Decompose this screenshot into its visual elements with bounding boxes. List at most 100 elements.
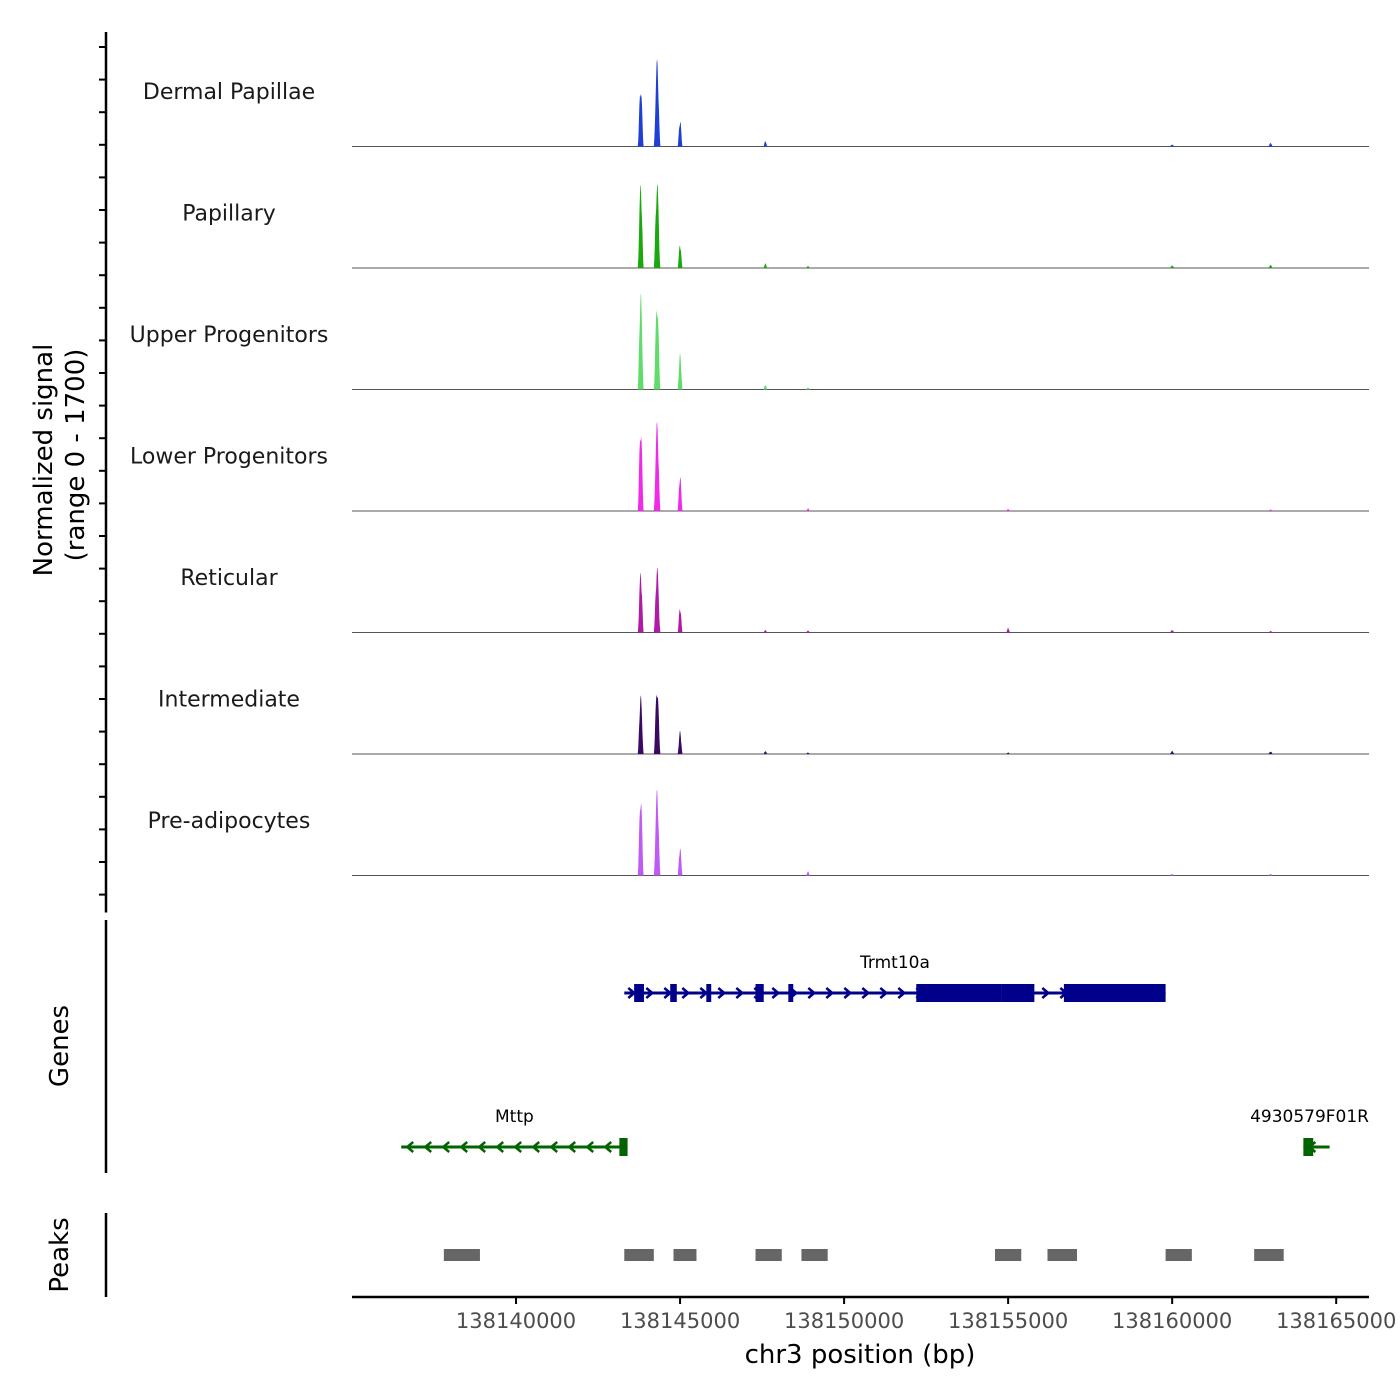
track-upper-progenitors: Upper Progenitors bbox=[130, 293, 1369, 390]
signal-peak bbox=[637, 695, 644, 754]
strand-arrow bbox=[549, 1141, 559, 1153]
strand-arrow bbox=[513, 1141, 523, 1153]
signal-peak bbox=[806, 752, 810, 754]
track-label: Intermediate bbox=[158, 688, 300, 713]
signal-peak bbox=[653, 568, 661, 633]
signal-peak bbox=[653, 184, 661, 268]
gene-label: Mttp bbox=[495, 1107, 534, 1127]
track-intermediate: Intermediate bbox=[158, 688, 1369, 755]
strand-arrow bbox=[699, 987, 709, 999]
x-tick-label: 138165000 bbox=[1276, 1309, 1396, 1333]
gene-exon bbox=[634, 984, 644, 1002]
signal-peak bbox=[653, 59, 661, 147]
strand-arrow bbox=[825, 987, 835, 999]
gene-exon bbox=[619, 1138, 628, 1156]
signal-peak bbox=[1169, 750, 1175, 754]
x-tick-label: 138160000 bbox=[1112, 1309, 1232, 1333]
gene-exon bbox=[706, 984, 712, 1002]
signal-axis-ticks bbox=[99, 46, 106, 896]
strand-arrow bbox=[645, 987, 655, 999]
strand-arrow bbox=[585, 1141, 595, 1153]
track-label: Dermal Papillae bbox=[143, 80, 315, 105]
signal-peak bbox=[653, 421, 661, 511]
peaks-panel: Peaks bbox=[45, 1213, 1284, 1297]
signal-peak bbox=[1268, 509, 1273, 511]
y-axis-label-line2: (range 0 - 1700) bbox=[61, 349, 91, 562]
gene-exon bbox=[670, 984, 677, 1002]
signal-peak bbox=[637, 293, 644, 390]
gene-models: Trmt10a Mttp 4930579F01R bbox=[401, 953, 1369, 1156]
peaks-axis-label: Peaks bbox=[45, 1217, 75, 1292]
gene-exon bbox=[1303, 1138, 1314, 1156]
track-dermal-papillae: Dermal Papillae bbox=[143, 59, 1369, 147]
signal-peak bbox=[763, 385, 768, 390]
strand-arrow bbox=[807, 987, 817, 999]
peak-region bbox=[1165, 1249, 1192, 1261]
peak-region bbox=[443, 1249, 480, 1261]
signal-peak bbox=[677, 353, 683, 390]
gene-exon bbox=[1063, 984, 1166, 1002]
signal-peak bbox=[677, 121, 683, 147]
strand-arrow bbox=[495, 1141, 505, 1153]
strand-arrow bbox=[531, 1141, 541, 1153]
peak-region bbox=[801, 1249, 828, 1261]
strand-arrow bbox=[843, 987, 853, 999]
strand-arrow bbox=[405, 1141, 415, 1153]
gene-4930579f01rik: 4930579F01R bbox=[1250, 1107, 1369, 1156]
strand-arrow bbox=[681, 987, 691, 999]
gene-exon bbox=[755, 984, 764, 1002]
signal-peak bbox=[677, 477, 683, 511]
strand-arrow bbox=[441, 1141, 451, 1153]
signal-peak bbox=[637, 573, 644, 633]
x-tick-label: 138155000 bbox=[948, 1309, 1068, 1333]
peak-region bbox=[673, 1249, 697, 1261]
signal-peak bbox=[1006, 627, 1011, 633]
signal-peak bbox=[806, 508, 810, 511]
peak-region bbox=[755, 1249, 782, 1261]
signal-y-axis bbox=[99, 32, 108, 913]
strand-arrow bbox=[423, 1141, 433, 1153]
track-label: Upper Progenitors bbox=[130, 323, 329, 348]
signal-peak bbox=[677, 245, 683, 268]
signal-peak bbox=[637, 436, 644, 511]
signal-peak bbox=[653, 694, 661, 754]
signal-peak bbox=[1268, 874, 1273, 876]
signal-peak bbox=[1006, 752, 1011, 754]
peak-regions bbox=[443, 1249, 1284, 1261]
signal-peak bbox=[1268, 265, 1273, 268]
signal-peak bbox=[677, 609, 683, 633]
track-label: Pre-adipocytes bbox=[148, 809, 311, 834]
peak-region bbox=[1047, 1249, 1078, 1261]
signal-peak bbox=[806, 266, 810, 268]
signal-peak bbox=[653, 310, 661, 390]
signal-peak bbox=[806, 630, 810, 633]
gene-label: 4930579F01R bbox=[1250, 1107, 1369, 1127]
signal-peak bbox=[1268, 631, 1273, 633]
x-tick-label: 138145000 bbox=[620, 1309, 740, 1333]
signal-peak bbox=[653, 789, 661, 876]
signal-peak bbox=[677, 730, 683, 754]
x-tick-label: 138140000 bbox=[456, 1309, 576, 1333]
signal-peak bbox=[1169, 874, 1175, 876]
track-label: Papillary bbox=[182, 202, 276, 227]
signal-peak bbox=[1169, 630, 1175, 633]
gene-exon bbox=[1001, 984, 1035, 1002]
signal-tracks: Dermal Papillae Papillary Upper Progenitor… bbox=[130, 59, 1369, 876]
genes-panel: Genes Trmt10a Mttp 4930579F01R bbox=[45, 920, 1369, 1173]
x-axis: 138140000 138145000 138150000 138155000 1381… bbox=[352, 1295, 1396, 1370]
gene-mttp: Mttp bbox=[401, 1107, 628, 1156]
strand-arrow bbox=[861, 987, 871, 999]
strand-arrow bbox=[879, 987, 889, 999]
y-axis-label-line1: Normalized signal bbox=[29, 344, 59, 577]
track-pre-adipocytes: Pre-adipocytes bbox=[148, 789, 1369, 876]
signal-peak bbox=[763, 629, 768, 633]
genes-axis-label: Genes bbox=[45, 1005, 75, 1087]
strand-arrow bbox=[459, 1141, 469, 1153]
peak-region bbox=[1254, 1249, 1284, 1261]
signal-peak bbox=[1006, 509, 1011, 511]
x-axis-label: chr3 position (bp) bbox=[745, 1340, 976, 1370]
strand-arrow bbox=[897, 987, 907, 999]
strand-arrow bbox=[771, 987, 781, 999]
signal-peak bbox=[806, 871, 810, 876]
